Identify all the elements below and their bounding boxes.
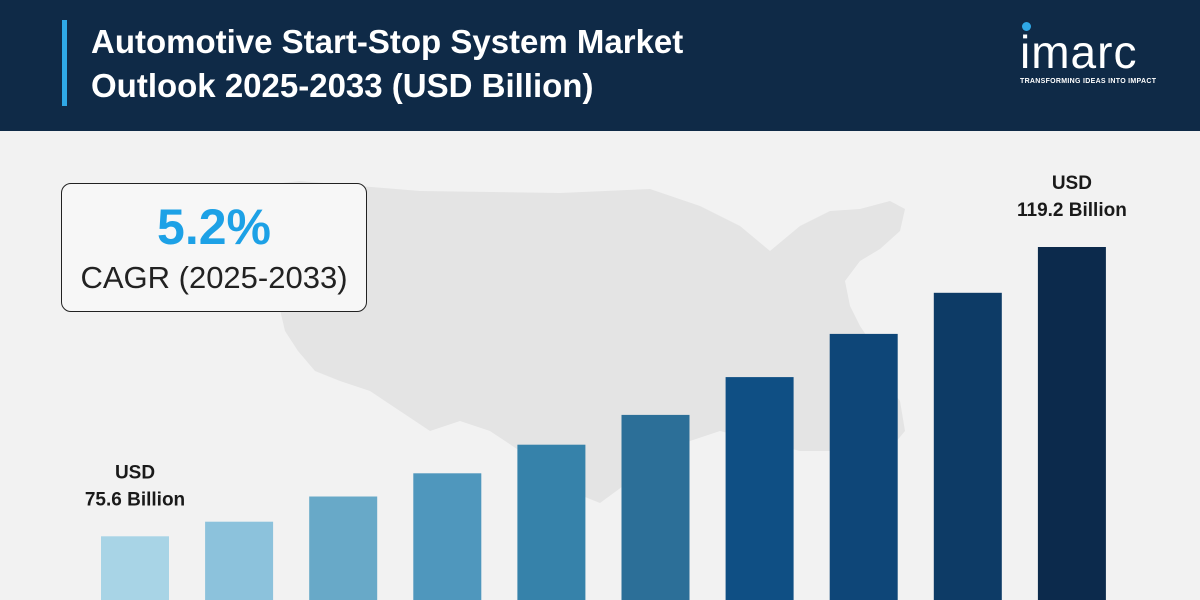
logo-dot-icon: [1022, 22, 1031, 31]
bar-label-line2: 119.2 Billion: [1017, 200, 1127, 221]
logo-wordmark: imarc: [1020, 26, 1138, 78]
bar-label-line2: 75.6 Billion: [85, 489, 185, 510]
imarc-logo: imarc TRANSFORMING IDEAS INTO IMPACT: [1016, 22, 1176, 92]
bar-6: [725, 377, 794, 600]
bar-4: [517, 444, 586, 600]
page-title: Automotive Start-Stop System Market Outl…: [91, 23, 684, 104]
bar-value-label-9: USD 119.2 Billion: [1017, 173, 1127, 221]
bar-3: [413, 473, 482, 600]
logo-tagline: TRANSFORMING IDEAS INTO IMPACT: [1020, 78, 1157, 85]
bar-1: [205, 521, 274, 600]
cagr-label: CAGR (2025-2033): [80, 260, 348, 295]
bar-7: [829, 333, 898, 600]
bar-label-line1: USD: [1052, 173, 1092, 194]
bar-5: [621, 414, 690, 600]
cagr-value: 5.2%: [157, 199, 271, 255]
title-accent-bar: [62, 20, 67, 106]
header-banner: Automotive Start-Stop System Market Outl…: [0, 0, 1200, 131]
cagr-callout: 5.2% CAGR (2025-2033): [61, 183, 367, 312]
bar-value-label-0: USD 75.6 Billion: [85, 462, 185, 510]
bar-label-line1: USD: [115, 462, 155, 483]
bar-0: [101, 536, 169, 600]
bar-8: [933, 292, 1002, 600]
bar-9: [1037, 247, 1106, 600]
bar-2: [309, 496, 378, 600]
